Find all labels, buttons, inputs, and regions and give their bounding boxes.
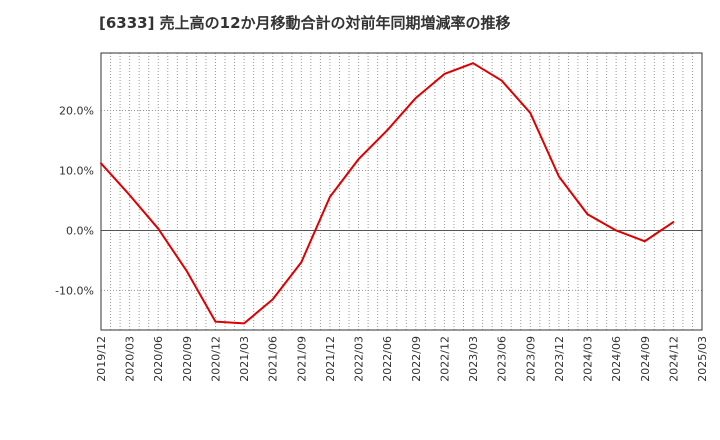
- x-tick-label: 2023/09: [524, 336, 537, 382]
- y-tick-label: 20.0%: [59, 105, 94, 118]
- data-point: [644, 240, 646, 242]
- x-tick-label: 2024/03: [582, 336, 595, 382]
- data-point: [501, 80, 503, 82]
- data-point: [386, 129, 388, 131]
- data-point: [214, 321, 216, 323]
- data-point: [329, 196, 331, 198]
- data-point: [157, 228, 159, 230]
- data-point: [129, 194, 131, 196]
- data-point: [186, 270, 188, 272]
- x-tick-label: 2022/06: [381, 336, 394, 382]
- data-point: [615, 229, 617, 231]
- series-layer: [100, 62, 675, 325]
- x-tick-label: 2023/03: [467, 336, 480, 382]
- y-axis-labels: 20.0% 10.0% 0.0% -10.0%: [55, 105, 94, 298]
- x-tick-label: 2020/03: [124, 336, 137, 382]
- plot-border: [100, 52, 703, 331]
- data-point: [558, 176, 560, 178]
- x-tick-label: 2021/12: [324, 336, 337, 382]
- x-tick-label: 2025/03: [696, 336, 709, 382]
- y-tick-label: -10.0%: [55, 284, 94, 297]
- data-point: [587, 213, 589, 215]
- x-tick-label: 2024/06: [610, 336, 623, 382]
- data-point: [415, 97, 417, 99]
- x-tick-label: 2021/03: [238, 336, 251, 382]
- x-tick-label: 2021/06: [267, 336, 280, 382]
- plot-area: [101, 53, 702, 330]
- horizontal-gridlines: [101, 110, 702, 291]
- data-point: [100, 162, 102, 164]
- x-tick-label: 2020/06: [152, 336, 165, 382]
- data-point: [443, 73, 445, 75]
- data-point: [300, 261, 302, 263]
- x-tick-label: 2024/09: [639, 336, 652, 382]
- data-point: [529, 112, 531, 114]
- series-line: [100, 62, 675, 325]
- x-tick-label: 2020/09: [181, 336, 194, 382]
- data-point: [672, 221, 674, 223]
- x-tick-label: 2022/09: [410, 336, 423, 382]
- x-tick-label: 2024/12: [667, 336, 680, 382]
- chart-title: [6333] 売上高の12か月移動合計の対前年同期増減率の推移: [99, 14, 511, 32]
- y-tick-label: 10.0%: [59, 165, 94, 178]
- x-tick-label: 2022/03: [353, 336, 366, 382]
- y-tick-label: 0.0%: [66, 224, 94, 237]
- x-tick-label: 2021/09: [295, 336, 308, 382]
- data-point: [272, 298, 274, 300]
- data-point: [358, 158, 360, 160]
- x-tick-label: 2019/12: [95, 336, 108, 382]
- x-tick-label: 2022/12: [438, 336, 451, 382]
- x-tick-label: 2023/12: [553, 336, 566, 382]
- data-point: [472, 62, 474, 64]
- x-axis-labels: 2019/12 2020/03 2020/06 2020/09 2020/12 2021/…: [95, 336, 709, 382]
- data-point: [243, 322, 245, 324]
- vertical-gridlines: [110, 53, 693, 330]
- x-tick-label: 2023/06: [496, 336, 509, 382]
- x-tick-label: 2020/12: [209, 336, 222, 382]
